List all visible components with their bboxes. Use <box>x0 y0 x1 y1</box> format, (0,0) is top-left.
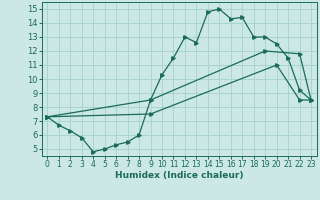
X-axis label: Humidex (Indice chaleur): Humidex (Indice chaleur) <box>115 171 244 180</box>
